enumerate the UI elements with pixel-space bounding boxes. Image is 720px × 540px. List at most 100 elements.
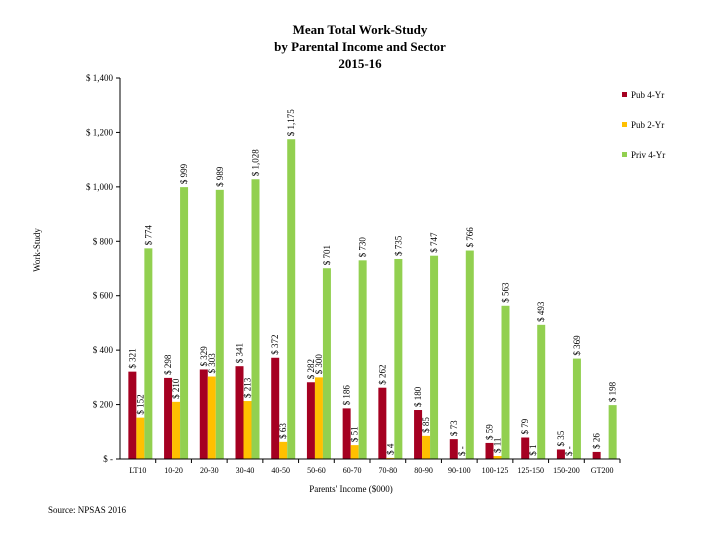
data-label-priv-4-yr-60-70: $ 730: [358, 237, 368, 258]
bar-pub-2-yr-70-80: [386, 457, 395, 459]
data-label-priv-4-yr-90-100: $ 766: [465, 227, 475, 248]
data-label-pub-4-yr-30-40: $ 341: [235, 343, 245, 363]
bar-pub-2-yr-80-90: [422, 435, 431, 459]
bar-pub-2-yr-100-125: [493, 456, 502, 459]
x-tick-label: 20-30: [200, 466, 219, 475]
bar-priv-4-yr-60-70: [358, 260, 367, 459]
data-label-pub-4-yr-90-100: $ 73: [449, 420, 459, 436]
y-tick-label: $ 1,400: [86, 73, 114, 83]
chart-title-line-3: 2015-16: [338, 56, 382, 71]
legend-label-pub-4-yr: Pub 4-Yr: [631, 90, 664, 100]
x-tick-label: 10-20: [164, 466, 183, 475]
bar-group-70-80: $ 262 $ 4 $ 735: [377, 235, 403, 459]
bar-pub-4-yr-150-200: [556, 449, 565, 459]
data-label-pub-4-yr-40-50: $ 372: [270, 335, 280, 355]
y-tick-label: $ 1,200: [86, 127, 114, 137]
bar-pub-4-yr-20-30: [199, 369, 208, 459]
data-label-pub-4-yr-100-125: $ 59: [485, 424, 495, 440]
bar-group-100-125: $ 59$ 11 $ 563: [485, 282, 511, 459]
bar-priv-4-yr-80-90: [430, 255, 439, 459]
legend: Pub 4-Yr Pub 2-Yr Priv 4-Yr: [622, 90, 665, 160]
data-label-pub-2-yr-150-200: $ -: [564, 446, 574, 456]
bar-priv-4-yr-40-50: [287, 139, 296, 459]
x-tick-label: LT10: [129, 466, 146, 475]
data-label-pub-2-yr-60-70: $ 51: [350, 426, 360, 442]
bar-priv-4-yr-20-30: [215, 189, 224, 459]
data-label-pub-2-yr-125-150: $ 1: [528, 444, 538, 455]
source-note: Source: NPSAS 2016: [48, 505, 127, 515]
data-label-pub-4-yr-150-200: $ 35: [556, 430, 566, 446]
bar-pub-4-yr-70-80: [378, 387, 387, 459]
data-label-pub-2-yr-50-60: $ 300: [314, 354, 324, 375]
data-label-pub-2-yr-10-20: $ 210: [171, 378, 181, 399]
data-label-pub-4-yr-80-90: $ 180: [413, 386, 423, 407]
data-label-pub-2-yr-20-30: $ 303: [207, 353, 217, 374]
bar-pub-2-yr-40-50: [279, 441, 288, 459]
bar-pub-2-yr-30-40: [243, 401, 252, 459]
bar-pub-4-yr-100-125: [485, 442, 494, 459]
bar-group-80-90: $ 180 $ 85 $ 747: [413, 232, 439, 459]
bar-group-40-50: $ 372 $ 63 $ 1,175: [270, 109, 296, 459]
data-label-priv-4-yr-100-125: $ 563: [501, 282, 511, 303]
legend-swatch-pub-2-yr: [622, 122, 627, 127]
y-tick-label: $ 800: [93, 236, 114, 246]
bar-group-20-30: $ 329$ 303 $ 989: [199, 166, 225, 459]
bar-groups: $ 321 $ 152 $ 774 $ 298 $ 210 $ 999 $ 329$ 303…: [127, 109, 618, 460]
bar-pub-4-yr-60-70: [342, 408, 351, 459]
bar-group-150-200: $ 35$ - $ 369: [556, 335, 582, 459]
x-tick-label: 125-150: [517, 466, 544, 475]
x-tick-label: 70-80: [379, 466, 398, 475]
bar-priv-4-yr-125-150: [537, 324, 546, 459]
y-axis-title: Work-Study: [32, 228, 42, 272]
legend-swatch-pub-4-yr: [622, 92, 627, 97]
bar-pub-2-yr-lt10: [136, 417, 145, 459]
bar-group-90-100: $ 73 $ - $ 766: [449, 227, 475, 459]
legend-label-priv-4-yr: Priv 4-Yr: [631, 150, 665, 160]
bar-group-30-40: $ 341 $ 213 $ 1,028: [235, 149, 261, 460]
x-tick-label: GT200: [591, 466, 614, 475]
data-label-pub-4-yr-50-60: $ 282: [306, 359, 316, 379]
data-label-pub-2-yr-lt10: $ 152: [135, 394, 145, 414]
x-axis-title: Parents' Income ($000): [309, 484, 393, 494]
x-tick-label: 80-90: [414, 466, 433, 475]
data-label-priv-4-yr-80-90: $ 747: [429, 232, 439, 253]
bar-pub-4-yr-80-90: [414, 410, 423, 459]
data-label-pub-2-yr-90-100: $ -: [457, 446, 467, 456]
bar-pub-4-yr-gt200: [592, 451, 601, 459]
bar-priv-4-yr-90-100: [465, 250, 474, 459]
data-label-pub-2-yr-40-50: $ 63: [278, 423, 288, 439]
legend-label-pub-2-yr: Pub 2-Yr: [631, 120, 664, 130]
y-tick-label: $ 400: [93, 345, 114, 355]
data-label-pub-4-yr-20-30: $ 329: [199, 346, 209, 367]
data-label-pub-2-yr-70-80: $ 4: [385, 443, 395, 455]
bar-group-125-150: $ 79 $ 1 $ 493: [520, 301, 546, 459]
data-label-priv-4-yr-10-20: $ 999: [179, 163, 189, 184]
data-label-pub-2-yr-80-90: $ 85: [421, 417, 431, 433]
chart-title-line-2: by Parental Income and Sector: [274, 39, 446, 54]
x-tick-label: 30-40: [236, 466, 255, 475]
bar-priv-4-yr-30-40: [251, 179, 260, 460]
y-axis: $ - $ 200 $ 400 $ 600 $ 800 $ 1,000 $ 1,200 $ 1…: [86, 73, 121, 464]
bar-pub-4-yr-lt10: [128, 371, 137, 459]
data-label-priv-4-yr-70-80: $ 735: [393, 235, 403, 256]
bar-pub-4-yr-40-50: [271, 357, 280, 459]
data-label-priv-4-yr-150-200: $ 369: [572, 335, 582, 356]
data-label-pub-4-yr-60-70: $ 186: [342, 385, 352, 406]
x-tick-label: 60-70: [343, 466, 362, 475]
bar-priv-4-yr-lt10: [144, 248, 153, 459]
x-tick-label: 100-125: [482, 466, 509, 475]
bar-group-10-20: $ 298 $ 210 $ 999: [163, 163, 189, 460]
bar-group-50-60: $ 282$ 300 $ 701: [306, 245, 332, 459]
bar-pub-2-yr-10-20: [172, 401, 181, 459]
data-label-pub-4-yr-70-80: $ 262: [377, 364, 387, 384]
bar-priv-4-yr-50-60: [322, 268, 331, 459]
x-axis: LT10 10-20 20-30 30-40 40-50 50-60 60-70 70-80 8…: [120, 458, 621, 475]
bar-pub-4-yr-30-40: [235, 366, 244, 459]
legend-swatch-priv-4-yr: [622, 152, 627, 157]
bar-priv-4-yr-150-200: [572, 358, 581, 459]
bar-priv-4-yr-100-125: [501, 305, 510, 459]
data-label-priv-4-yr-40-50: $ 1,175: [286, 109, 296, 137]
data-label-priv-4-yr-30-40: $ 1,028: [251, 149, 261, 177]
bar-pub-4-yr-125-150: [521, 437, 530, 459]
